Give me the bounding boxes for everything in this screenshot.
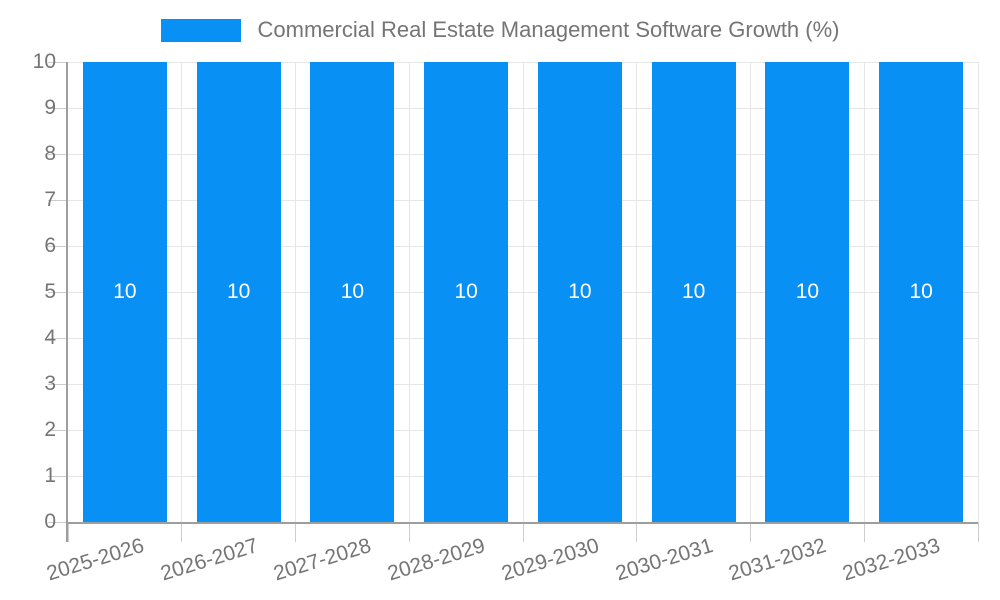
y-axis-tick xyxy=(48,475,68,477)
bar[interactable]: 10 xyxy=(765,62,850,522)
y-axis-label: 3 xyxy=(44,372,56,395)
bar-value-label: 10 xyxy=(795,280,820,303)
bar-value-label: 10 xyxy=(568,280,592,303)
y-axis-tick xyxy=(48,107,68,109)
y-axis-tick xyxy=(48,521,68,523)
y-axis-tick xyxy=(48,337,68,339)
bar[interactable]: 10 xyxy=(651,62,736,522)
y-axis-label: 1 xyxy=(44,464,56,487)
bar-value-label: 10 xyxy=(454,280,478,303)
y-axis-tick xyxy=(48,199,68,201)
y-axis-tick xyxy=(48,383,68,385)
x-axis-tick xyxy=(977,522,979,542)
y-axis-label: 5 xyxy=(44,280,56,303)
x-axis-tick xyxy=(181,522,183,542)
y-axis-tick xyxy=(48,291,68,293)
x-axis-tick xyxy=(636,522,638,542)
x-axis-tick xyxy=(67,522,69,542)
y-axis-label: 4 xyxy=(44,326,56,349)
legend-swatch xyxy=(160,18,241,42)
x-axis-tick xyxy=(295,522,296,542)
bar[interactable]: 10 xyxy=(879,62,964,522)
y-axis-label: 6 xyxy=(44,234,56,257)
bar-value-label: 10 xyxy=(909,280,933,303)
grid-line-v xyxy=(181,62,183,522)
y-axis-label: 9 xyxy=(44,96,56,119)
grid-line-v xyxy=(863,62,865,522)
y-axis-tick xyxy=(48,61,68,63)
grid-line-v xyxy=(636,62,638,522)
y-axis-label: 8 xyxy=(44,142,56,165)
y-axis-tick xyxy=(48,245,68,247)
y-axis-line xyxy=(66,62,68,542)
x-axis-tick xyxy=(522,522,524,542)
grid-line-v xyxy=(408,62,410,522)
legend-label: Commercial Real Estate Management Softwa… xyxy=(257,17,840,42)
bar-value-label: 10 xyxy=(113,280,137,303)
bar[interactable]: 10 xyxy=(537,62,622,522)
bar[interactable]: 10 xyxy=(424,62,509,522)
chart-legend: Commercial Real Estate Management Softwa… xyxy=(0,17,1000,43)
bar-value-label: 10 xyxy=(681,280,706,303)
x-axis-tick xyxy=(863,522,865,542)
grid-line-v xyxy=(295,62,296,522)
bar-value-label: 10 xyxy=(340,280,365,303)
y-axis-label: 2 xyxy=(44,418,56,441)
grid-line-v xyxy=(522,62,524,522)
y-axis-tick xyxy=(48,429,68,431)
x-axis-line xyxy=(66,522,978,524)
grid-line-v xyxy=(750,62,751,522)
bar[interactable]: 10 xyxy=(82,62,167,522)
bar[interactable]: 10 xyxy=(196,62,281,522)
grid-line-v xyxy=(977,62,979,522)
x-axis-tick xyxy=(408,522,410,542)
y-axis-label: 0 xyxy=(44,510,56,533)
y-axis-tick xyxy=(48,153,68,155)
bar-value-label: 10 xyxy=(226,280,251,303)
bar[interactable]: 10 xyxy=(310,62,395,522)
y-axis-label: 10 xyxy=(32,50,56,73)
y-axis-label: 7 xyxy=(44,188,56,211)
x-axis-tick xyxy=(750,522,751,542)
